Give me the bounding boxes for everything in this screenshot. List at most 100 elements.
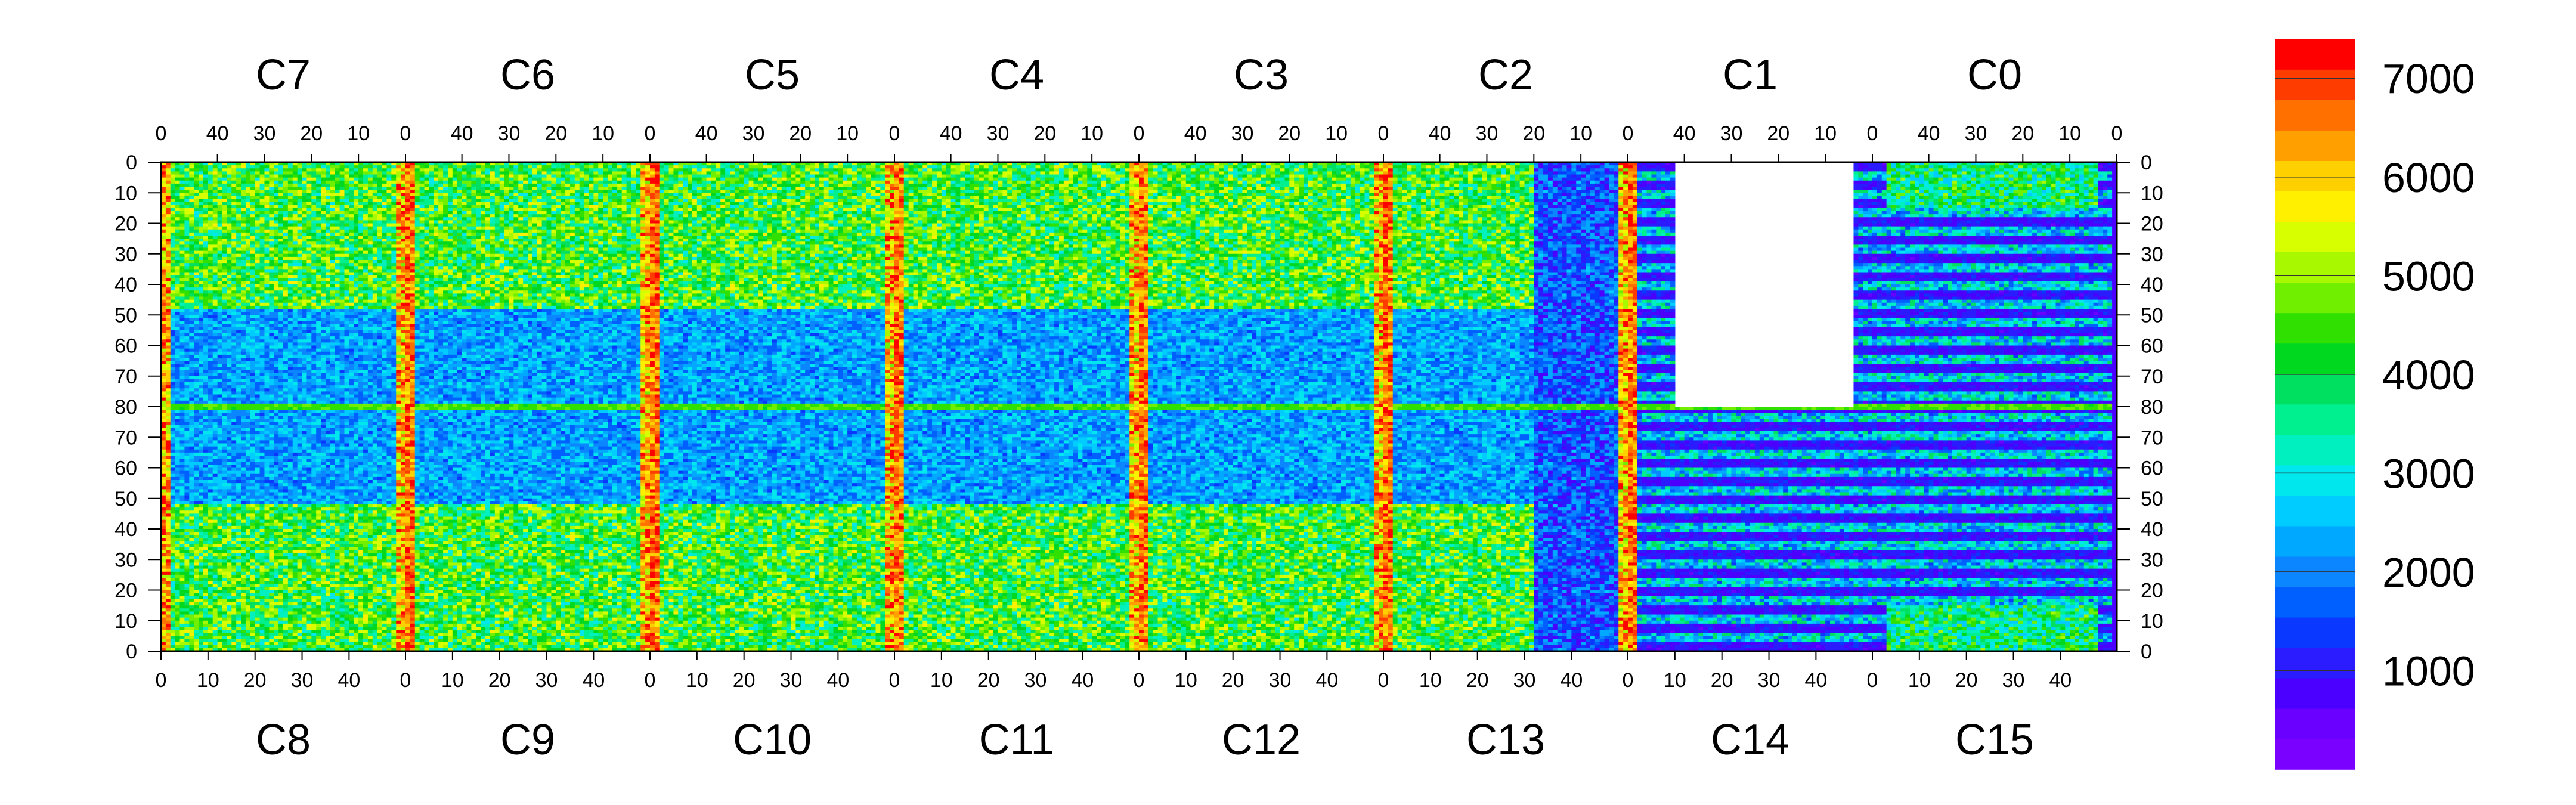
heatmap-cell	[180, 312, 185, 315]
heatmap-cell	[203, 553, 208, 557]
heatmap-cell	[203, 303, 208, 306]
heatmap-cell	[194, 639, 199, 643]
heatmap-cell	[213, 419, 218, 423]
heatmap-cell	[180, 422, 185, 426]
heatmap-cell	[166, 483, 171, 487]
heatmap-cell	[166, 202, 171, 206]
heatmap-cell	[189, 178, 194, 181]
heatmap-cell	[208, 309, 213, 312]
heatmap-cell	[189, 364, 194, 367]
heatmap-cell	[194, 636, 199, 639]
heatmap-cell	[171, 465, 175, 468]
heatmap-cell	[194, 318, 199, 321]
heatmap-cell	[175, 376, 180, 380]
heatmap-cell	[194, 550, 199, 554]
heatmap-cell	[208, 361, 213, 364]
heatmap-cell	[180, 327, 185, 331]
heatmap-cell	[199, 465, 203, 468]
heatmap-cell	[184, 214, 189, 218]
heatmap-cell	[203, 428, 208, 432]
heatmap-cell	[208, 572, 213, 575]
heatmap-cell	[194, 233, 199, 236]
heatmap-cell	[203, 254, 208, 258]
heatmap-cell	[175, 379, 180, 383]
heatmap-cell	[203, 627, 208, 630]
heatmap-cell	[180, 395, 185, 398]
heatmap-cell	[208, 413, 213, 416]
heatmap-cell	[175, 486, 180, 490]
heatmap-cell	[203, 239, 208, 242]
heatmap-cell	[184, 184, 189, 187]
heatmap-cell	[171, 575, 175, 578]
heatmap-cell	[218, 486, 222, 490]
heatmap-cell	[208, 181, 213, 184]
heatmap-cell	[199, 224, 203, 227]
heatmap-cell	[194, 379, 199, 383]
heatmap-cell	[180, 605, 185, 609]
heatmap-cell	[218, 254, 222, 258]
heatmap-cell	[184, 220, 189, 224]
heatmap-cell	[175, 388, 180, 392]
heatmap-cell	[194, 547, 199, 551]
heatmap-cell	[184, 370, 189, 374]
heatmap-cell	[175, 462, 180, 465]
heatmap-cell	[208, 193, 213, 196]
heatmap-cell	[171, 621, 175, 624]
heatmap-cell	[199, 450, 203, 453]
heatmap-cell	[171, 413, 175, 416]
heatmap-cell	[194, 450, 199, 453]
heatmap-cell	[213, 220, 218, 224]
heatmap-cell	[203, 581, 208, 584]
heatmap-cell	[180, 324, 185, 328]
heatmap-cell	[199, 535, 203, 538]
heatmap-cell	[203, 184, 208, 187]
heatmap-cell	[208, 242, 213, 245]
heatmap-cell	[203, 361, 208, 364]
heatmap-cell	[166, 471, 171, 475]
heatmap-cell	[218, 297, 222, 301]
heatmap-cell	[199, 260, 203, 264]
heatmap-cell	[166, 618, 171, 621]
heatmap-cell	[203, 205, 208, 209]
heatmap-cell	[194, 584, 199, 587]
heatmap-cell	[180, 624, 185, 627]
heatmap-cell	[194, 611, 199, 615]
heatmap-cell	[166, 388, 171, 392]
heatmap-cell	[180, 214, 185, 218]
heatmap-cell	[213, 556, 218, 560]
heatmap-cell	[218, 459, 222, 462]
heatmap-cell	[199, 193, 203, 196]
heatmap-cell	[166, 569, 171, 572]
heatmap-cell	[180, 642, 185, 646]
heatmap-cell	[218, 346, 222, 349]
heatmap-cell	[213, 477, 218, 481]
heatmap-cell	[184, 434, 189, 438]
heatmap-cell	[194, 324, 199, 328]
heatmap-cell	[203, 287, 208, 291]
heatmap-cell	[208, 477, 213, 481]
heatmap-cell	[184, 199, 189, 203]
heatmap-cell	[189, 202, 194, 206]
heatmap-cell	[194, 562, 199, 566]
heatmap-cell	[184, 205, 189, 209]
heatmap-cell	[208, 217, 213, 221]
heatmap-cell	[218, 428, 222, 432]
heatmap-cell	[189, 257, 194, 261]
heatmap-cell	[218, 257, 222, 261]
heatmap-cell	[189, 214, 194, 218]
heatmap-cell	[189, 627, 194, 630]
heatmap-cell	[213, 181, 218, 184]
heatmap-cell	[199, 526, 203, 530]
heatmap-cell	[189, 370, 194, 374]
heatmap-cell	[184, 376, 189, 380]
heatmap-cell	[189, 538, 194, 541]
heatmap-cell	[189, 541, 194, 545]
heatmap-cell	[166, 453, 171, 456]
heatmap-cell	[184, 520, 189, 524]
heatmap-cell	[175, 321, 180, 325]
heatmap-cell	[194, 239, 199, 242]
heatmap-cell	[208, 608, 213, 612]
heatmap-cell	[208, 419, 213, 423]
heatmap-cell	[189, 465, 194, 468]
heatmap-cell	[184, 260, 189, 264]
